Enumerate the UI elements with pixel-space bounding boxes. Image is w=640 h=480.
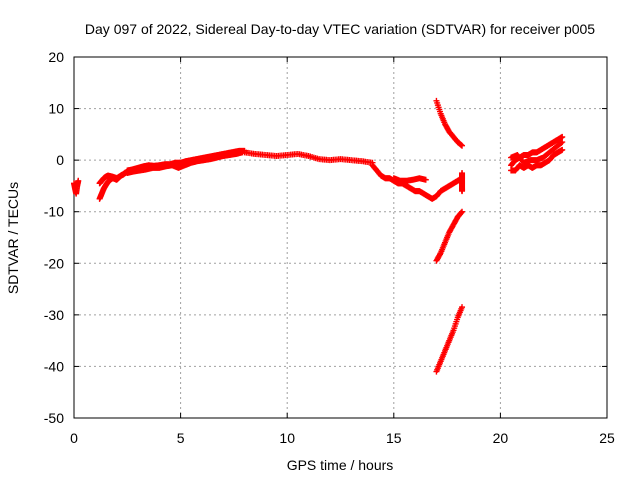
chart-title: Day 097 of 2022, Sidereal Day-to-day VTE… — [85, 21, 595, 37]
data-point — [459, 188, 466, 195]
x-tick-label: 25 — [599, 430, 615, 446]
y-tick-label: -20 — [44, 255, 64, 271]
data-point — [559, 146, 566, 153]
data-point — [422, 176, 429, 183]
data-point — [459, 208, 466, 215]
y-tick-label: 10 — [48, 101, 64, 117]
y-tick-label: -50 — [44, 410, 64, 426]
x-tick-label: 10 — [279, 430, 295, 446]
data-points — [71, 97, 566, 375]
ticks — [73, 56, 608, 419]
x-tick-label: 20 — [493, 430, 509, 446]
y-axis-tick-labels: 20 10 0 -10 -20 -30 -40 -50 — [44, 49, 64, 426]
plot-frame — [73, 56, 608, 419]
y-tick-label: -30 — [44, 307, 64, 323]
x-axis-tick-labels: 0 5 10 15 20 25 — [70, 430, 615, 446]
x-tick-label: 0 — [70, 430, 78, 446]
data-point — [436, 251, 443, 258]
x-tick-label: 15 — [386, 430, 402, 446]
y-tick-label: -10 — [44, 204, 64, 220]
y-tick-label: 20 — [48, 49, 64, 65]
x-tick-label: 5 — [177, 430, 185, 446]
data-point — [75, 177, 82, 184]
data-point — [459, 142, 466, 149]
data-point — [459, 304, 466, 311]
y-tick-label: 0 — [56, 152, 64, 168]
data-point — [559, 133, 566, 140]
data-point — [558, 139, 565, 146]
y-tick-label: -40 — [44, 358, 64, 374]
data-point — [559, 139, 566, 146]
data-point — [458, 209, 465, 216]
x-axis-label: GPS time / hours — [287, 457, 394, 473]
y-axis-label: SDTVAR / TECUs — [5, 182, 21, 294]
